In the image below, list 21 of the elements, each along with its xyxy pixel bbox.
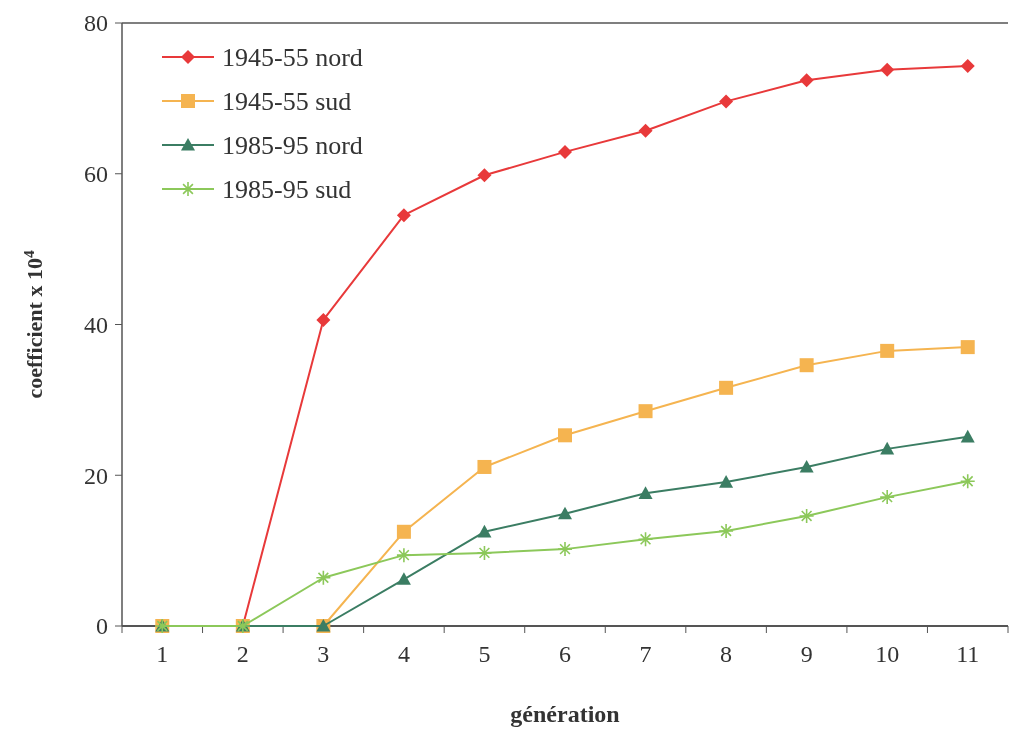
y-tick-label: 40 <box>84 311 108 338</box>
y-tick-label: 60 <box>84 161 108 188</box>
x-tick-label: 6 <box>559 641 571 667</box>
x-tick-label: 3 <box>317 641 330 667</box>
x-tick-label: 5 <box>478 641 491 667</box>
x-tick-label: 9 <box>800 641 813 667</box>
x-tick-label: 7 <box>639 641 652 667</box>
y-tick-label: 80 <box>84 10 108 37</box>
x-tick-label: 8 <box>720 641 733 667</box>
x-tick-label: 2 <box>236 641 249 667</box>
x-tick-label: 1 <box>156 641 169 667</box>
y-tick-label: 20 <box>84 462 108 489</box>
legend-label: 1985-95 nord <box>222 131 363 161</box>
x-tick-label: 4 <box>397 641 410 667</box>
x-axis-title: génération <box>510 701 620 727</box>
legend-label: 1945-55 sud <box>222 87 352 117</box>
x-tick-label: 11 <box>956 641 980 667</box>
legend-label: 1985-95 sud <box>222 175 352 205</box>
y-tick-label: 0 <box>96 613 108 640</box>
legend-label: 1945-55 nord <box>222 43 363 73</box>
x-tick-label: 10 <box>875 641 900 667</box>
